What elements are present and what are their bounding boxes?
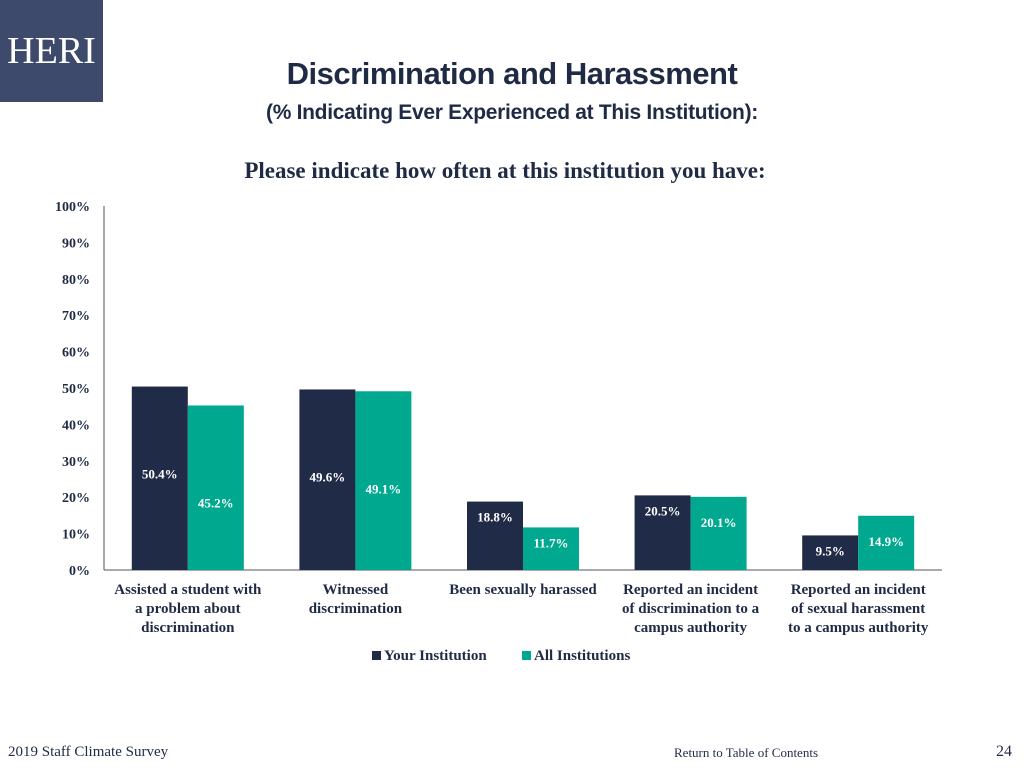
page-title: Discrimination and Harassment: [286, 56, 738, 91]
data-label: 18.8%: [477, 510, 513, 525]
y-tick-label: 50%: [62, 382, 90, 397]
x-tick-label: Reported an incident: [791, 582, 926, 598]
legend-label: All Institutions: [534, 648, 630, 664]
bar: [634, 495, 691, 570]
y-tick-label: 90%: [62, 236, 90, 251]
data-label: 49.1%: [366, 481, 402, 496]
page-number: 24: [996, 743, 1012, 760]
data-label: 9.5%: [816, 543, 845, 558]
survey-question: Please indicate how often at this instit…: [244, 158, 766, 183]
bar: [187, 405, 244, 570]
data-label: 20.1%: [701, 515, 737, 530]
x-tick-label: of sexual harassment: [791, 601, 925, 617]
x-tick-label: Been sexually harassed: [449, 582, 597, 598]
y-tick-label: 30%: [62, 455, 90, 470]
bar: [131, 386, 188, 570]
bar: [355, 391, 412, 570]
y-tick-label: 70%: [62, 309, 90, 324]
legend-swatch: [522, 651, 531, 660]
x-tick-label: a problem about: [135, 601, 241, 617]
heri-logo: HERI: [0, 0, 103, 102]
y-tick-label: 40%: [62, 418, 90, 433]
return-to-toc-link[interactable]: Return to Table of Contents: [674, 745, 818, 760]
data-label: 45.2%: [198, 495, 234, 510]
page-subtitle: (% Indicating Ever Experienced at This I…: [266, 101, 758, 124]
data-label: 49.6%: [310, 469, 346, 484]
bar: [690, 496, 747, 570]
data-label: 14.9%: [868, 534, 904, 549]
x-tick-label: of discrimination to a: [622, 601, 760, 617]
bar: [523, 527, 579, 570]
x-tick-label: campus authority: [634, 620, 747, 636]
y-tick-label: 60%: [62, 346, 90, 361]
y-tick-label: 80%: [62, 273, 90, 288]
legend-swatch: [372, 651, 381, 660]
y-tick-label: 100%: [55, 200, 90, 215]
bar-chart: 0% 10% 20% 30% 40% 50% 60% 70% 80% 90% 100% 50.4% 45…: [55, 200, 942, 664]
x-tick-label: Assisted a student with: [114, 582, 262, 598]
bar: [802, 535, 859, 570]
bar: [467, 501, 523, 570]
data-label: 20.5%: [645, 503, 681, 518]
x-tick-label: discrimination: [309, 601, 403, 617]
x-tick-label: discrimination: [141, 620, 235, 636]
data-label: 11.7%: [533, 535, 568, 550]
y-tick-label: 0%: [69, 564, 90, 579]
y-tick-label: 20%: [62, 491, 90, 506]
data-label: 50.4%: [142, 467, 178, 482]
x-tick-label: Witnessed: [323, 582, 389, 598]
logo-text: HERI: [7, 30, 96, 72]
x-tick-label: Reported an incident: [623, 582, 758, 598]
bar: [858, 515, 915, 570]
y-tick-label: 10%: [62, 528, 90, 543]
bar: [299, 389, 356, 570]
legend-label: Your Institution: [384, 648, 487, 664]
footer-survey-name: 2019 Staff Climate Survey: [8, 744, 169, 760]
x-tick-label: to a campus authority: [788, 620, 929, 636]
